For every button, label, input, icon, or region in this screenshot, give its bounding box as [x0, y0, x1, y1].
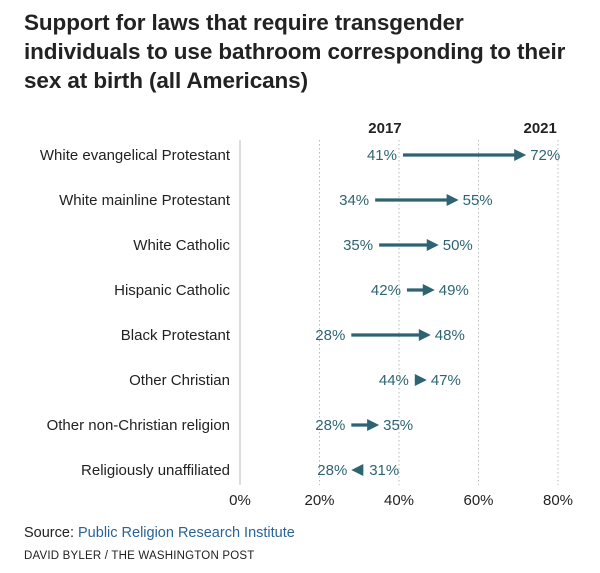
end-value-label: 55% — [463, 192, 493, 209]
year-label-end: 2021 — [524, 120, 557, 137]
source-line: Source: Public Religion Research Institu… — [24, 525, 295, 541]
category-label: Other Christian — [129, 372, 230, 389]
end-value-label: 28% — [317, 462, 347, 479]
end-value-label: 72% — [530, 147, 560, 164]
x-tick-label: 80% — [543, 492, 573, 509]
end-value-label: 35% — [383, 417, 413, 434]
start-value-label: 44% — [379, 372, 409, 389]
category-label: Other non-Christian religion — [47, 417, 230, 434]
source-prefix: Source: — [24, 525, 74, 541]
start-value-label: 34% — [339, 192, 369, 209]
start-value-label: 41% — [367, 147, 397, 164]
start-value-label: 28% — [315, 417, 345, 434]
start-value-label: 28% — [315, 327, 345, 344]
end-value-label: 47% — [431, 372, 461, 389]
credit-line: DAVID BYLER / THE WASHINGTON POST — [24, 550, 255, 562]
arrow-head — [414, 374, 427, 386]
start-value-label: 35% — [343, 237, 373, 254]
x-tick-label: 20% — [304, 492, 334, 509]
end-value-label: 48% — [435, 327, 465, 344]
category-label: Religiously unaffiliated — [81, 462, 230, 479]
category-label: White mainline Protestant — [59, 192, 231, 209]
start-value-label: 42% — [371, 282, 401, 299]
x-tick-label: 0% — [229, 492, 251, 509]
x-tick-label: 40% — [384, 492, 414, 509]
chart-title: Support for laws that require transgende… — [24, 10, 566, 93]
end-value-label: 50% — [443, 237, 473, 254]
category-label: White evangelical Protestant — [40, 147, 231, 164]
category-label: Hispanic Catholic — [114, 282, 230, 299]
source-link[interactable]: Public Religion Research Institute — [78, 525, 295, 541]
category-label: White Catholic — [133, 237, 230, 254]
x-tick-label: 60% — [463, 492, 493, 509]
arrow-head — [351, 464, 364, 476]
arrow-head — [422, 284, 435, 296]
start-value-label: 31% — [369, 462, 399, 479]
chart-plot: 0% 20% 40% 60% 80% 2017 2021 White evangelical … — [40, 120, 573, 509]
end-value-label: 49% — [439, 282, 469, 299]
arrow-head — [426, 239, 439, 251]
arrow-head — [446, 194, 459, 206]
arrow-head — [367, 419, 380, 431]
category-label: Black Protestant — [121, 327, 231, 344]
arrow-head — [514, 149, 527, 161]
year-label-start: 2017 — [368, 120, 401, 137]
arrow-head — [418, 329, 431, 341]
